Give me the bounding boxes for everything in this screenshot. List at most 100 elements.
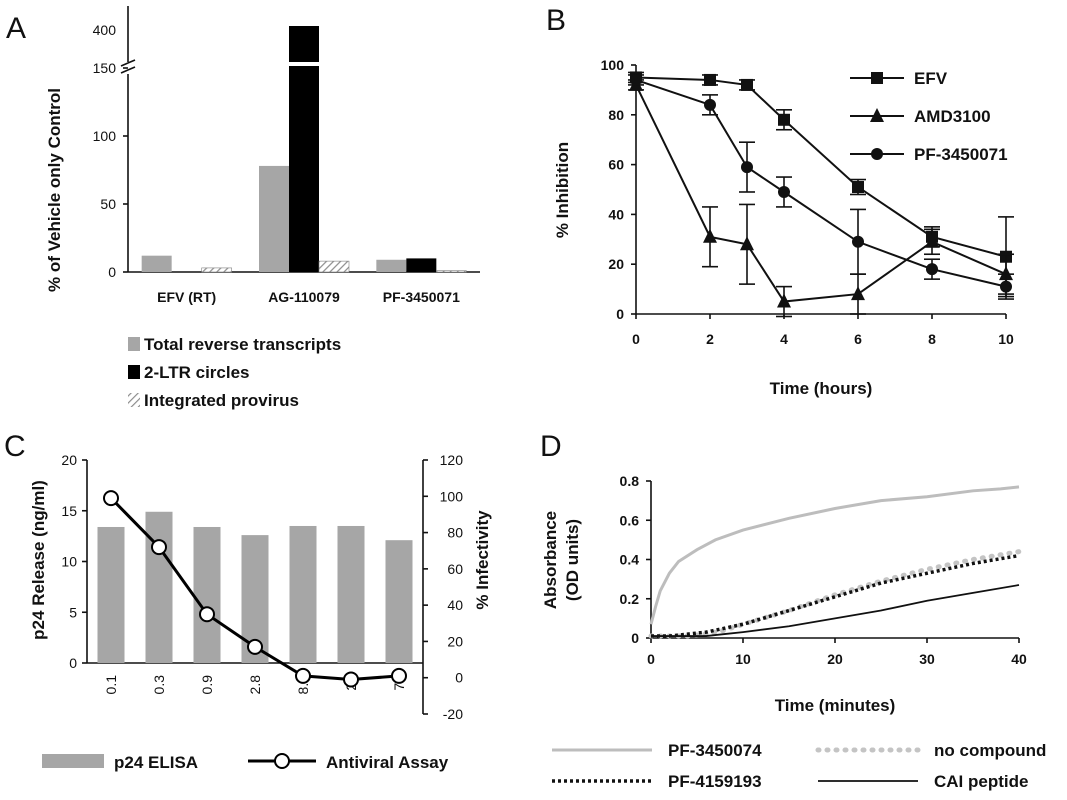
- c-data-point: [343, 671, 359, 688]
- b-data-point: [741, 161, 753, 174]
- b-legend-label: PF-3450071: [914, 145, 1008, 164]
- b-data-point: [778, 185, 790, 198]
- c-y-tick-label: 0: [69, 655, 77, 671]
- a-legend-swatch: [128, 393, 140, 407]
- panel-label-b: B: [546, 4, 566, 37]
- panel-label-a: A: [6, 12, 26, 45]
- a-legend-label: Integrated provirus: [144, 391, 299, 410]
- c-legend-swatch: [42, 754, 104, 768]
- panel-label-d: D: [540, 430, 562, 463]
- a-axis-break-mark: [120, 66, 136, 74]
- b-y-tick-label: 100: [601, 57, 625, 73]
- c-y-tick-label: 10: [61, 554, 77, 570]
- c-y2-tick-label: 40: [447, 597, 463, 613]
- d-y-tick-label: 0.6: [620, 512, 640, 528]
- a-bar: [259, 165, 289, 272]
- b-y-tick-label: 40: [608, 206, 624, 222]
- b-y-tick-label: 60: [608, 157, 624, 173]
- panel-d-chart: 0 0.2 0.4 0.6 0.8 0 10 20 30 40 Time (minutes) Abso…: [541, 473, 1046, 791]
- b-data-point: [925, 233, 939, 248]
- d-x-tick-label: 40: [1011, 651, 1027, 667]
- b-data-point: [1000, 280, 1012, 293]
- a-bar: [201, 267, 232, 273]
- c-x-tick-label: 2.8: [247, 675, 263, 695]
- c-data-point: [391, 667, 407, 684]
- c-y-tick-label: 15: [61, 503, 77, 519]
- c-legend-marker: [274, 753, 290, 769]
- a-y-axis-label: % of Vehicle only Control: [45, 88, 64, 292]
- b-x-tick-label: 6: [854, 331, 862, 347]
- d-x-tick-label: 0: [647, 651, 655, 667]
- c-data-point: [151, 539, 167, 556]
- b-x-axis-label: Time (hours): [770, 379, 873, 398]
- a-y-tick-label: 150: [93, 60, 117, 76]
- d-legend-label: CAI peptide: [934, 772, 1028, 791]
- a-legend-swatch: [128, 337, 140, 351]
- b-data-point: [926, 263, 938, 276]
- a-y-tick-label: 100: [93, 128, 117, 144]
- b-data-point: [704, 98, 716, 111]
- b-x-tick-label: 0: [632, 331, 640, 347]
- d-series-line: [649, 485, 1020, 625]
- b-legend-marker: [871, 148, 883, 160]
- d-x-tick-label: 30: [919, 651, 935, 667]
- d-legend-label: no compound: [934, 741, 1046, 760]
- a-legend-swatch: [128, 365, 140, 379]
- c-y2-tick-label: 20: [447, 633, 463, 649]
- a-bar: [141, 255, 172, 272]
- c-bar: [385, 540, 413, 663]
- a-bar: [436, 270, 467, 273]
- c-x-tick-label: 0.1: [103, 675, 119, 695]
- d-x-tick-label: 20: [827, 651, 843, 667]
- b-data-point: [704, 73, 716, 86]
- b-data-point: [852, 181, 864, 194]
- c-y2-tick-label: 100: [440, 488, 464, 504]
- b-y-axis-label: % Inhibition: [553, 142, 572, 238]
- c-x-tick-label: 0.9: [199, 675, 215, 695]
- d-y-axis-label-line2: (OD units): [563, 519, 582, 601]
- b-data-point: [741, 78, 753, 91]
- d-x-axis-label: Time (minutes): [775, 696, 896, 715]
- b-x-tick-label: 8: [928, 331, 936, 347]
- b-data-point: [999, 266, 1013, 281]
- a-x-tick-label: PF-3450071: [383, 289, 460, 305]
- c-y2-tick-label: 120: [440, 452, 464, 468]
- c-bar: [97, 526, 125, 663]
- b-y-tick-label: 80: [608, 107, 624, 123]
- c-y-tick-label: 5: [69, 604, 77, 620]
- c-bar: [145, 511, 173, 663]
- c-y2-tick-label: -20: [443, 706, 463, 722]
- panel-a-chart: 0 50 100 150 400 EFV (RT) AG-110079 PF-3450071%…: [45, 6, 480, 410]
- a-y-tick-label: 50: [100, 196, 116, 212]
- c-y2-axis-label: % Infectivity: [473, 510, 492, 610]
- d-series-line: [651, 584, 1020, 637]
- b-data-point: [778, 113, 790, 126]
- b-legend-label: AMD3100: [914, 107, 991, 126]
- a-bar-upper: [289, 26, 319, 62]
- b-y-tick-label: 20: [608, 256, 624, 272]
- d-legend-label: PF-4159193: [668, 772, 762, 791]
- b-legend-marker: [871, 72, 883, 84]
- c-y-tick-label: 20: [61, 452, 77, 468]
- d-y-tick-label: 0.4: [620, 552, 640, 568]
- d-y-axis-label-line1: Absorbance: [541, 511, 560, 609]
- b-data-point: [630, 73, 642, 86]
- b-legend-label: EFV: [914, 69, 948, 88]
- c-legend-label: Antiviral Assay: [326, 753, 449, 772]
- b-legend-marker: [870, 108, 884, 122]
- a-y-tick-label: 0: [108, 264, 116, 280]
- c-data-point: [103, 490, 119, 507]
- b-data-point: [777, 293, 791, 308]
- a-bar: [406, 258, 437, 272]
- d-y-tick-label: 0.2: [620, 591, 640, 607]
- a-legend-label: 2-LTR circles: [144, 363, 250, 382]
- d-y-tick-label: 0.8: [620, 473, 640, 489]
- a-y-tick-label: 400: [93, 22, 117, 38]
- b-x-tick-label: 4: [780, 331, 788, 347]
- c-y2-tick-label: 0: [455, 670, 463, 686]
- b-data-point: [852, 235, 864, 248]
- a-bar: [376, 259, 407, 272]
- c-y2-tick-label: 80: [447, 525, 463, 541]
